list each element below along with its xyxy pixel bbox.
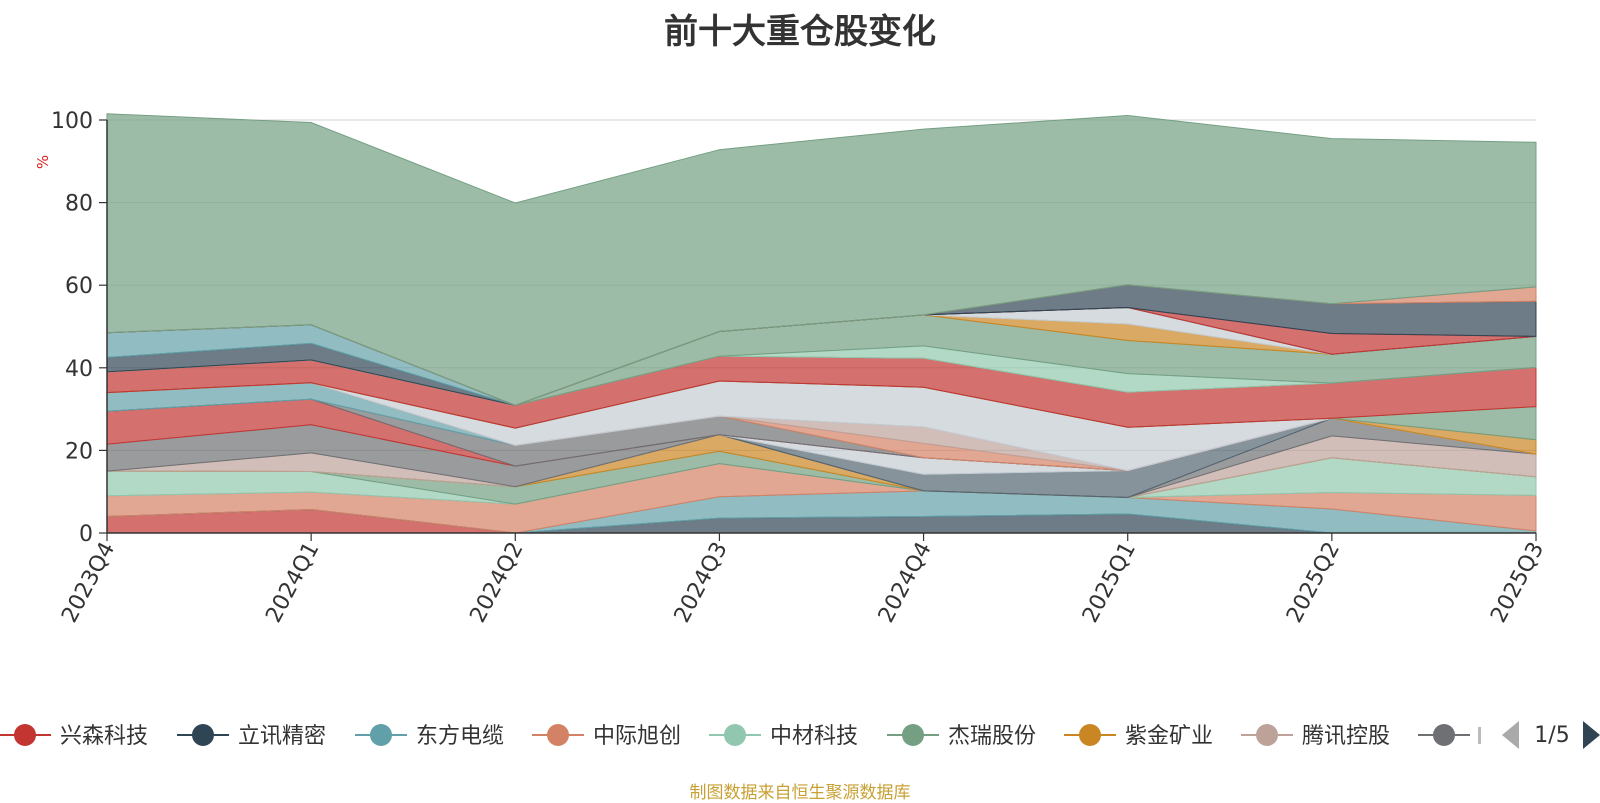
legend-item-2[interactable]: 东方电缆 xyxy=(355,724,504,749)
y-axis-label: % xyxy=(34,155,52,169)
legend-label-1: 立讯精密 xyxy=(238,724,326,749)
legend-label-6: 紫金矿业 xyxy=(1125,724,1213,749)
area-layer xyxy=(106,113,1537,534)
y-tick-label-5: 100 xyxy=(51,109,93,134)
legend-marker-5 xyxy=(902,724,924,746)
legend-item-8[interactable] xyxy=(1418,724,1470,746)
chart-title: 前十大重仓股变化 xyxy=(664,12,936,52)
y-tick-label-0: 0 xyxy=(79,522,93,547)
x-tick-label-4: 2024Q4 xyxy=(874,538,937,627)
x-tick-label-3: 2024Q3 xyxy=(670,538,733,627)
legend-label-7: 腾讯控股 xyxy=(1302,724,1390,749)
legend-label-5: 杰瑞股份 xyxy=(948,724,1036,749)
x-tick-label-7: 2025Q3 xyxy=(1486,538,1549,627)
legend-marker-7 xyxy=(1256,724,1278,746)
y-tick-label-4: 80 xyxy=(65,192,93,217)
legend-label-clipped xyxy=(1478,727,1481,744)
data-source-note: 制图数据来自恒生聚源数据库 xyxy=(689,783,911,803)
legend-page-indicator: 1/5 xyxy=(1534,723,1569,748)
legend-item-7[interactable]: 腾讯控股 xyxy=(1241,724,1390,749)
legend-label-0: 兴森科技 xyxy=(60,724,148,749)
x-tick-label-5: 2025Q1 xyxy=(1078,538,1141,627)
triangle-left-icon[interactable] xyxy=(1502,721,1519,749)
x-tick-label-6: 2025Q2 xyxy=(1282,538,1345,627)
legend-marker-3 xyxy=(547,724,569,746)
legend: 兴森科技 立讯精密 东方电缆 中际旭创 中材科技 杰瑞股份 紫金矿业 腾讯控股 1/5 xyxy=(0,721,1600,749)
legend-marker-0 xyxy=(14,724,36,746)
legend-marker-4 xyxy=(724,724,746,746)
legend-item-0[interactable]: 兴森科技 xyxy=(0,724,148,749)
legend-item-6[interactable]: 紫金矿业 xyxy=(1064,724,1213,749)
legend-label-4: 中材科技 xyxy=(770,724,858,749)
legend-marker-6 xyxy=(1079,724,1101,746)
x-tick-label-0: 2023Q4 xyxy=(57,538,120,627)
legend-item-3[interactable]: 中际旭创 xyxy=(532,724,681,749)
triangle-right-icon[interactable] xyxy=(1583,721,1600,749)
legend-marker-2 xyxy=(370,724,392,746)
y-tick-label-3: 60 xyxy=(65,274,93,299)
legend-item-1[interactable]: 立讯精密 xyxy=(177,724,326,749)
area-series-29 xyxy=(106,113,1537,406)
legend-item-5[interactable]: 杰瑞股份 xyxy=(887,724,1036,749)
legend-marker-8 xyxy=(1433,724,1455,746)
legend-label-3: 中际旭创 xyxy=(593,724,681,749)
x-tick-label-2: 2024Q2 xyxy=(466,538,529,627)
y-tick-label-1: 20 xyxy=(65,439,93,464)
y-tick-label-2: 40 xyxy=(65,357,93,382)
legend-label-2: 东方电缆 xyxy=(416,724,504,749)
legend-marker-1 xyxy=(192,724,214,746)
legend-item-4[interactable]: 中材科技 xyxy=(709,724,858,749)
x-tick-label-1: 2024Q1 xyxy=(261,538,324,627)
